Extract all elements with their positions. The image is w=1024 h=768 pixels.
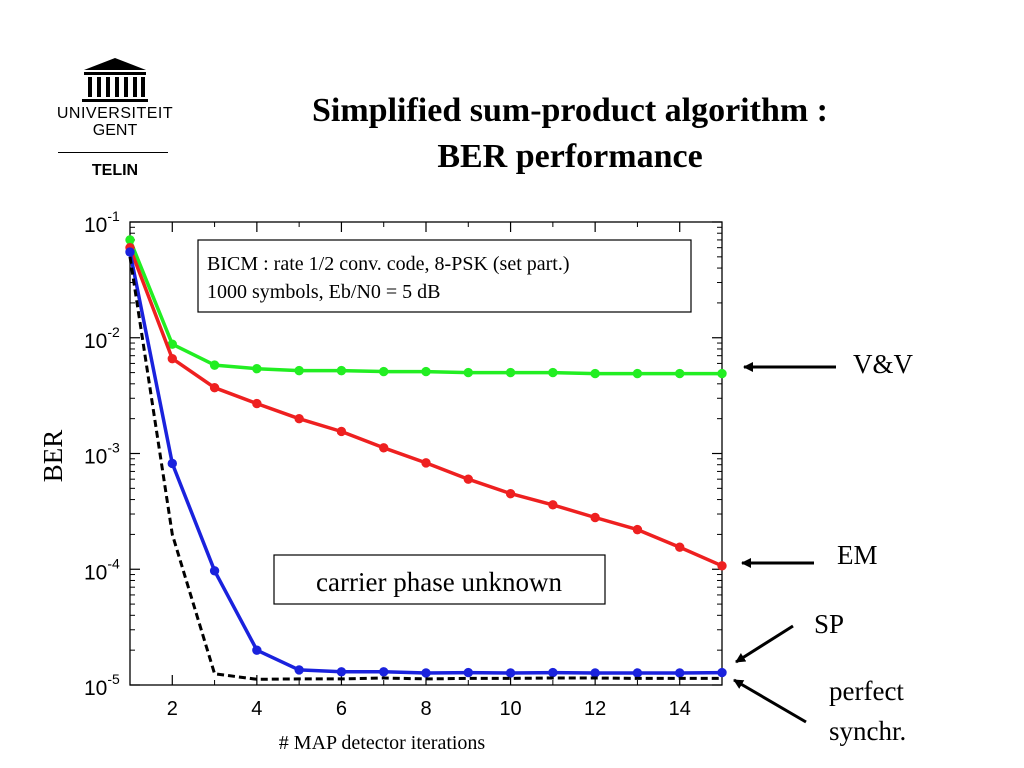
carrier-phase-label: carrier phase unknown: [316, 567, 562, 597]
tick-labels: 2 4 6 8 10 12 14 10-1 10-2 10-3 10-4 10-5: [84, 208, 691, 720]
data-point-em: [675, 542, 685, 552]
data-point-vv: [379, 366, 389, 377]
annotation-em: EM: [837, 540, 878, 570]
data-point-sp: [421, 668, 431, 678]
data-point-em: [717, 561, 727, 571]
logo-divider: [58, 152, 168, 153]
data-point-sp: [548, 667, 558, 678]
data-point-sp: [379, 667, 389, 677]
carrier-phase-box: carrier phase unknown: [273, 554, 606, 605]
data-point-sp: [717, 667, 727, 678]
annotation-sp: SP: [814, 609, 845, 639]
series-line-perfect: [128, 256, 722, 681]
y-tick-label: 10-1: [84, 208, 120, 237]
y-tick-label: 10-3: [84, 440, 120, 469]
arrow-sp: [735, 624, 794, 664]
x-tick-label: 6: [336, 698, 347, 720]
data-point-sp: [336, 667, 347, 677]
y-tick-label: 10-5: [84, 671, 120, 700]
data-point-em: [252, 398, 262, 409]
x-tick-label: 12: [584, 698, 606, 720]
x-tick-label: 14: [669, 698, 691, 720]
slide-title: Simplified sum-product algorithm : BER p…: [240, 88, 900, 180]
x-tick-label: 8: [420, 698, 431, 720]
data-point-em: [336, 426, 347, 437]
info-box-line1: BICM : rate 1/2 conv. code, 8-PSK (set p…: [207, 253, 570, 275]
data-point-vv: [632, 368, 643, 379]
data-point-sp: [209, 566, 220, 576]
slide-title-line2: BER performance: [437, 138, 703, 175]
data-point-em: [548, 500, 558, 510]
data-point-em: [421, 458, 431, 468]
logo-university-text: UNIVERSITEIT: [56, 105, 174, 122]
info-box-line2: 1000 symbols, Eb/N0 = 5 dB: [207, 281, 441, 303]
annotation-vv: V&V: [853, 349, 913, 379]
data-point-vv: [717, 368, 727, 379]
data-point-vv: [336, 365, 347, 376]
logo-telin-text: TELIN: [91, 162, 139, 179]
data-point-vv: [294, 365, 304, 376]
x-tick-label: 10: [499, 698, 521, 720]
annotation-perfect-line1: perfect: [829, 676, 904, 706]
data-point-sp: [590, 668, 600, 678]
data-point-vv: [505, 367, 516, 378]
data-point-em: [294, 413, 304, 424]
data-point-vv: [548, 367, 558, 378]
data-point-sp: [505, 668, 516, 678]
minor-ticks: [129, 222, 723, 685]
data-point-vv: [421, 366, 431, 377]
series-sp: [125, 247, 727, 678]
data-point-vv: [463, 367, 473, 378]
info-box: BICM : rate 1/2 conv. code, 8-PSK (set p…: [197, 239, 692, 313]
x-tick-label: 2: [167, 698, 178, 720]
series-vv: [125, 235, 727, 379]
x-tick-label: 4: [251, 698, 262, 720]
university-building-icon: [82, 58, 148, 102]
data-point-sp: [167, 458, 177, 469]
data-point-sp: [675, 668, 685, 678]
data-point-vv: [252, 364, 262, 374]
data-point-em: [505, 488, 516, 499]
data-point-em: [209, 383, 220, 393]
data-point-vv: [590, 368, 600, 379]
data-point-sp: [252, 645, 262, 655]
logo-gent-text: GENT: [92, 122, 138, 139]
data-point-vv: [125, 235, 135, 245]
data-point-vv: [209, 360, 220, 370]
data-point-sp: [632, 668, 643, 678]
y-tick-label: 10-2: [84, 324, 120, 353]
slide-title-line1: Simplified sum-product algorithm :: [311, 92, 828, 129]
data-point-sp: [463, 667, 473, 678]
data-point-sp: [294, 665, 304, 675]
series-perfect: [128, 256, 722, 681]
series-layer: [125, 235, 727, 681]
data-point-em: [463, 474, 473, 484]
data-point-em: [379, 443, 389, 453]
y-axis-label: BER: [38, 430, 68, 483]
annotation-perfect-line2: synchr.: [829, 716, 907, 746]
university-logo: UNIVERSITEIT GENT TELIN: [40, 56, 190, 186]
data-point-vv: [675, 368, 685, 379]
data-point-em: [590, 512, 600, 523]
data-point-em: [632, 524, 643, 535]
data-point-sp: [125, 247, 135, 257]
x-axis-label: # MAP detector iterations: [279, 732, 486, 754]
y-tick-label: 10-4: [84, 555, 120, 584]
data-point-em: [167, 353, 177, 364]
arrow-perfect: [733, 678, 807, 724]
